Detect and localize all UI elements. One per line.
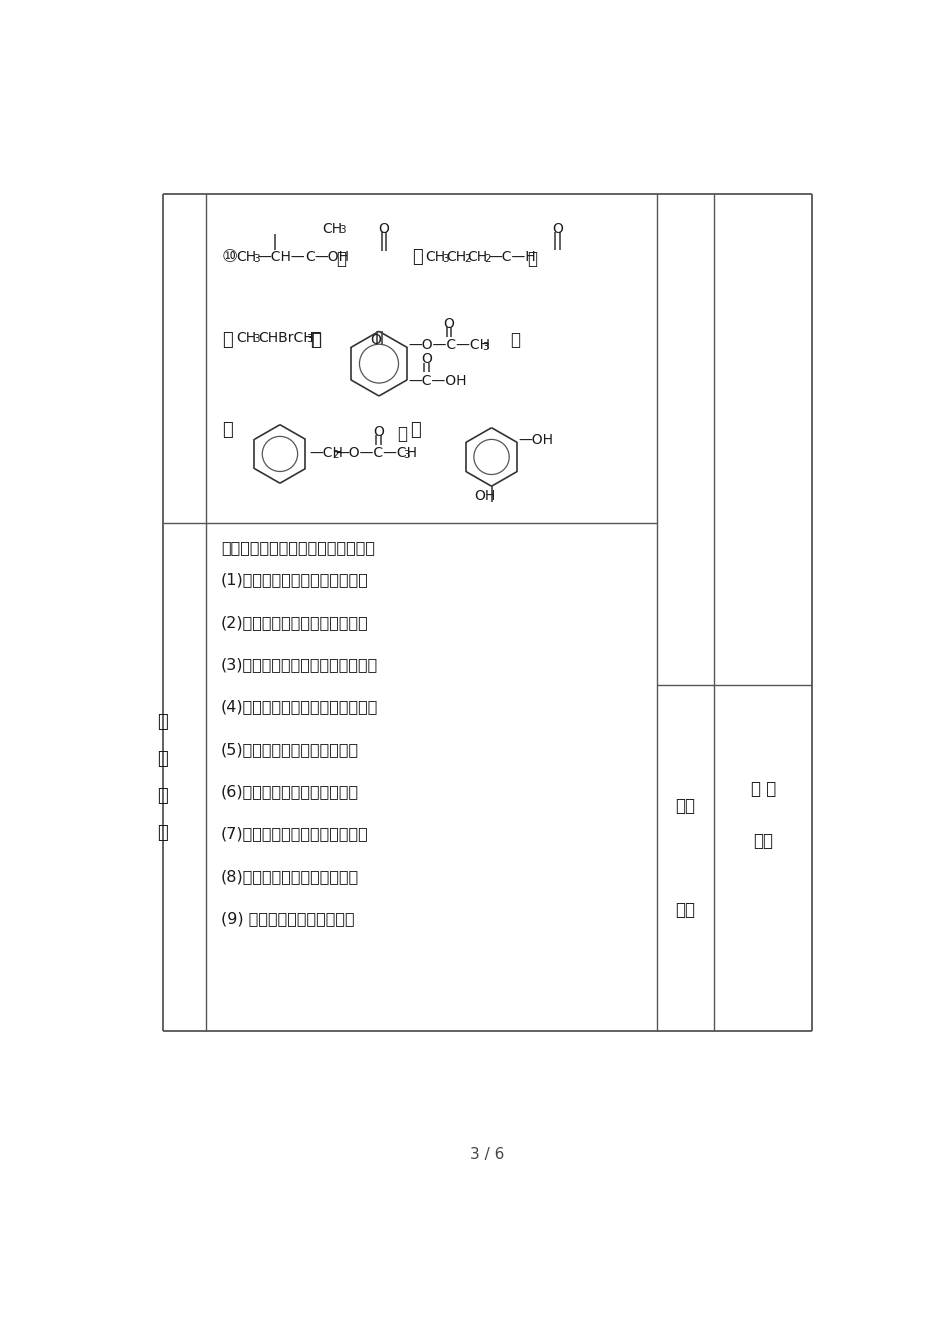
- Text: —CH: —CH: [310, 446, 343, 460]
- Text: (6)属于醉的是＿＿＿＿＿＿；: (6)属于醉的是＿＿＿＿＿＿；: [221, 784, 359, 800]
- Text: 3: 3: [442, 254, 448, 263]
- Text: —CH—: —CH—: [257, 250, 305, 263]
- Text: O: O: [421, 352, 432, 366]
- Text: —C—H: —C—H: [488, 250, 536, 263]
- Text: (4)属于卤代烃的是＿＿＿＿＿＿；: (4)属于卤代烃的是＿＿＿＿＿＿；: [221, 699, 378, 715]
- Text: ⑮: ⑮: [410, 421, 421, 439]
- Text: O: O: [378, 222, 390, 235]
- Text: OH: OH: [475, 488, 496, 503]
- Text: CH: CH: [236, 250, 256, 263]
- Text: ⑩: ⑩: [221, 247, 238, 266]
- Text: (5)属于醇的是＿＿＿＿＿＿；: (5)属于醇的是＿＿＿＿＿＿；: [221, 742, 359, 757]
- Text: CH: CH: [446, 250, 466, 263]
- Text: CH: CH: [425, 250, 446, 263]
- Text: (9) 属于酚的是＿＿＿＿＿。: (9) 属于酚的是＿＿＿＿＿。: [221, 911, 354, 926]
- Text: 2: 2: [332, 450, 338, 460]
- Text: —O—C—CH: —O—C—CH: [408, 339, 491, 352]
- Text: 3: 3: [254, 335, 260, 344]
- Text: (2)属于烯烃的是＿＿＿＿＿＿；: (2)属于烯烃的是＿＿＿＿＿＿；: [221, 614, 369, 630]
- Text: (8)属于酯的是＿＿＿＿＿＿；: (8)属于酯的是＿＿＿＿＿＿；: [221, 870, 359, 884]
- Text: CHBrCH: CHBrCH: [258, 331, 314, 344]
- Text: ；: ；: [311, 331, 321, 348]
- Text: 限时: 限时: [675, 797, 695, 816]
- Text: 效果: 效果: [753, 832, 773, 849]
- Text: 2: 2: [484, 254, 491, 263]
- Text: —O—C—CH: —O—C—CH: [335, 446, 418, 460]
- Text: ⑫: ⑫: [221, 331, 233, 348]
- Text: C: C: [306, 250, 315, 263]
- Text: O: O: [370, 333, 381, 347]
- Text: 3: 3: [403, 450, 409, 460]
- Text: 3: 3: [253, 254, 259, 263]
- Text: (1)属于烷烃的是＿＿＿＿＿＿；: (1)属于烷烃的是＿＿＿＿＿＿；: [221, 573, 369, 587]
- Text: 查: 查: [157, 750, 167, 767]
- Text: —OH: —OH: [519, 433, 554, 448]
- Text: ；: ；: [510, 331, 521, 348]
- Text: 完成: 完成: [675, 900, 695, 919]
- Text: 3: 3: [339, 226, 346, 235]
- Text: —OH: —OH: [314, 250, 350, 263]
- Text: ⑪: ⑪: [412, 247, 424, 266]
- Text: ；: ；: [398, 425, 408, 442]
- Text: ；: ；: [336, 250, 347, 267]
- Text: ⑭: ⑭: [221, 421, 233, 439]
- Text: —C—OH: —C—OH: [408, 374, 467, 387]
- Text: O: O: [552, 222, 562, 235]
- Text: 2: 2: [464, 254, 470, 263]
- Text: CH: CH: [467, 250, 487, 263]
- Text: (3)属于芳香烃的是＿＿＿＿＿＿；: (3)属于芳香烃的是＿＿＿＿＿＿；: [221, 657, 378, 672]
- Text: O: O: [444, 317, 454, 331]
- Text: ；: ；: [527, 250, 538, 267]
- Text: 反: 反: [157, 786, 167, 805]
- Text: 馈: 馈: [157, 824, 167, 841]
- Text: 3 / 6: 3 / 6: [469, 1146, 504, 1161]
- Text: 检: 检: [157, 712, 167, 731]
- Text: CH: CH: [237, 331, 256, 344]
- Text: 请你对以上有机物进行分类，其中：: 请你对以上有机物进行分类，其中：: [221, 540, 375, 555]
- Text: 3: 3: [483, 343, 489, 352]
- Text: 3: 3: [306, 335, 313, 344]
- Text: 检 查: 检 查: [750, 780, 776, 798]
- Text: (7)属于罺酸的是＿＿＿＿＿＿；: (7)属于罺酸的是＿＿＿＿＿＿；: [221, 827, 369, 841]
- Text: ⑬: ⑬: [310, 331, 321, 348]
- Text: O: O: [373, 425, 384, 438]
- Text: CH: CH: [322, 222, 342, 235]
